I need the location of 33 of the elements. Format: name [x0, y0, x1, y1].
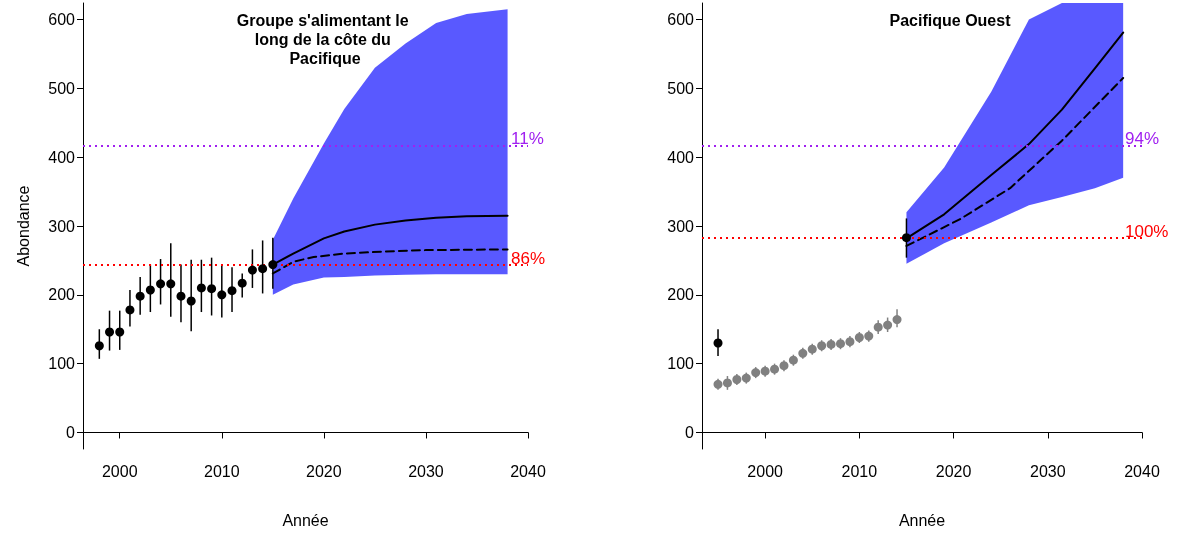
text: Pacifique Ouest	[889, 12, 1012, 29]
x-tick-label: 2030	[1029, 462, 1066, 480]
annotation: 94%	[1125, 129, 1160, 149]
y-tick-label: 100	[667, 355, 695, 373]
y-tick-label: 0	[685, 423, 695, 441]
y-tick-label: 300	[48, 217, 76, 235]
y-tick-label: 600	[48, 11, 76, 29]
y-axis-title: Abondance	[14, 185, 32, 267]
x-tick-label: 2000	[101, 462, 138, 480]
y-tick-label: 100	[48, 355, 76, 373]
x-tick-label: 2010	[841, 462, 878, 480]
text: Groupe s'alimentant le long de la côte du Pacifique	[236, 12, 414, 67]
x-axis-title: Année	[282, 511, 329, 529]
x-tick-label: 2040	[510, 462, 546, 480]
x-tick-label: 2020	[306, 462, 342, 480]
y-tick-label: 0	[66, 423, 76, 441]
y-tick-label: 400	[48, 148, 76, 166]
x-tick-label: 2030	[408, 462, 444, 480]
y-tick-label: 600	[667, 11, 695, 29]
x-tick-label: 2000	[747, 462, 784, 480]
y-tick-label: 300	[667, 217, 695, 235]
annotation: 100%	[1125, 221, 1169, 241]
y-tick-label: 200	[48, 286, 76, 304]
y-tick-label: 400	[667, 148, 695, 166]
y-tick-label: 500	[667, 79, 695, 97]
x-axis-title: Année	[898, 511, 946, 529]
y-tick-label: 200	[667, 286, 695, 304]
x-tick-label: 2020	[935, 462, 972, 480]
annotation: 86%	[511, 248, 546, 268]
x-tick-label: 2040	[1124, 462, 1160, 480]
x-tick-label: 2010	[204, 462, 240, 480]
annotation: 11%	[511, 129, 544, 149]
y-tick-label: 500	[48, 79, 76, 97]
